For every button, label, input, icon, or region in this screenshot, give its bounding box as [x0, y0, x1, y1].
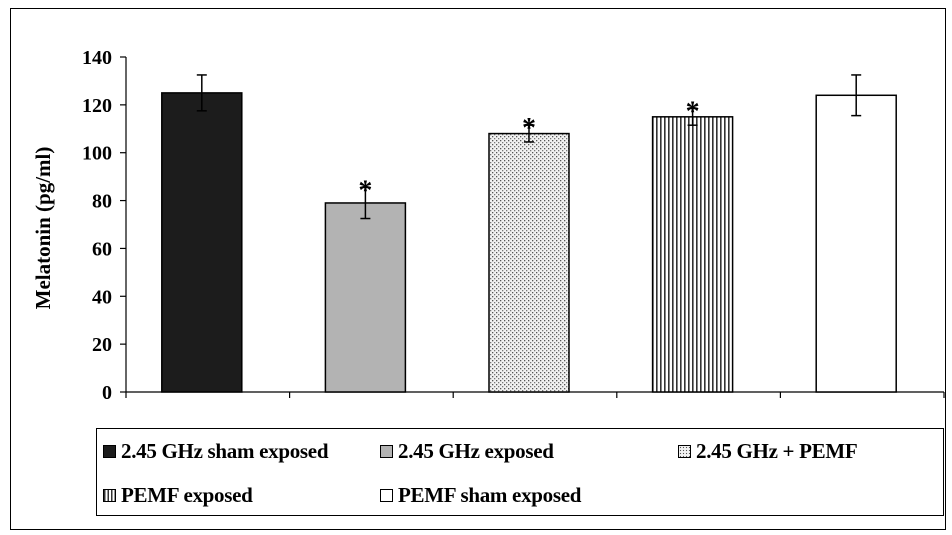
- significance-star: *: [686, 96, 700, 127]
- bar: [815, 94, 897, 393]
- bar: [488, 132, 570, 393]
- legend-item: 2.45 GHz + PEMF: [678, 439, 858, 464]
- legend-item: PEMF sham exposed: [380, 483, 581, 508]
- significance-star: *: [522, 113, 536, 144]
- legend: 2.45 GHz sham exposed 2.45 GHz exposed 2.4…: [96, 428, 944, 516]
- legend-label: PEMF sham exposed: [398, 483, 582, 507]
- significance-star: *: [358, 175, 372, 206]
- legend-item: 2.45 GHz sham exposed: [103, 439, 329, 464]
- bar: [161, 92, 243, 393]
- y-tick-label: 80: [92, 191, 112, 213]
- legend-label: 2.45 GHz exposed: [398, 439, 554, 463]
- y-tick-label: 20: [92, 334, 112, 356]
- y-axis-title: Melatonin (pg/ml): [31, 147, 55, 310]
- y-tick-label: 120: [82, 95, 112, 117]
- legend-label: 2.45 GHz sham exposed: [121, 439, 329, 463]
- y-tick-label: 60: [92, 238, 112, 260]
- legend-swatch: [380, 489, 393, 502]
- legend-swatch: [678, 445, 691, 458]
- bar: [324, 202, 407, 393]
- legend-item: PEMF exposed: [103, 483, 253, 508]
- legend-swatch: [103, 489, 116, 502]
- legend-label: PEMF exposed: [121, 483, 253, 507]
- legend-label: 2.45 GHz + PEMF: [696, 439, 858, 463]
- legend-swatch: [103, 445, 116, 458]
- y-tick-label: 140: [82, 47, 112, 69]
- y-tick-label: 0: [102, 382, 112, 404]
- bar: [651, 116, 734, 393]
- legend-item: 2.45 GHz exposed: [380, 439, 554, 464]
- y-tick-label: 100: [82, 143, 112, 165]
- legend-swatch: [380, 445, 393, 458]
- y-tick-label: 40: [92, 286, 112, 308]
